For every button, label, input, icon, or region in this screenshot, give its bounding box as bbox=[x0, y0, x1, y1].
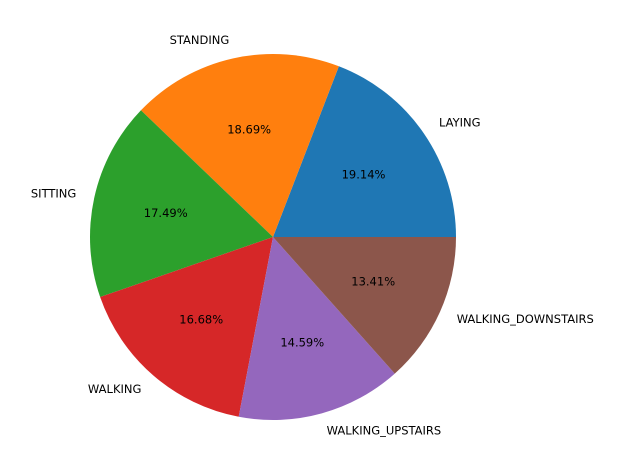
pie-slice-laying bbox=[273, 66, 456, 237]
slice-label-standing: STANDING bbox=[170, 33, 230, 47]
slice-percentages: 19.14% 18.69% 17.49% 16.68% 14.59% 13.41% bbox=[144, 122, 395, 349]
slice-percent-laying: 19.14% bbox=[342, 167, 386, 181]
pie-slices bbox=[89, 54, 456, 420]
slice-percent-walking-downstairs: 13.41% bbox=[351, 274, 395, 288]
pie-slice-walking-downstairs bbox=[273, 237, 456, 374]
pie-slice-standing bbox=[140, 54, 339, 237]
slice-labels: LAYING STANDING SITTING WALKING WALKING_UPST… bbox=[31, 33, 594, 438]
slice-percent-walking: 16.68% bbox=[179, 313, 223, 327]
pie-slice-walking bbox=[100, 237, 273, 417]
pie-slice-sitting bbox=[89, 110, 273, 298]
slice-label-walking-upstairs: WALKING_UPSTAIRS bbox=[327, 424, 442, 438]
slice-percent-walking-upstairs: 14.59% bbox=[280, 335, 324, 349]
pie-slice-walking-upstairs bbox=[238, 237, 395, 420]
slice-label-laying: LAYING bbox=[439, 116, 481, 130]
slice-percent-sitting: 17.49% bbox=[144, 206, 188, 220]
slice-label-sitting: SITTING bbox=[31, 187, 76, 201]
slice-percent-standing: 18.69% bbox=[227, 122, 271, 136]
slice-label-walking-downstairs: WALKING_DOWNSTAIRS bbox=[457, 312, 594, 326]
slice-label-walking: WALKING bbox=[88, 382, 141, 396]
